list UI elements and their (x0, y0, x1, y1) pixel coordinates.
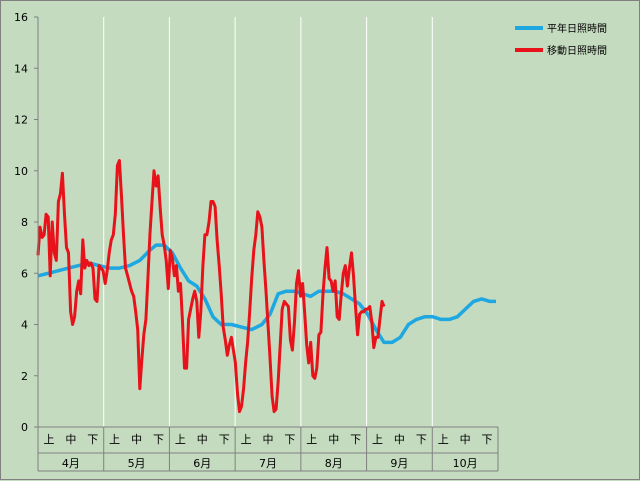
dekad-label: 上 (109, 433, 120, 446)
dekad-label: 上 (306, 433, 317, 446)
month-label: 10月 (453, 457, 478, 470)
dekad-label: 上 (438, 433, 449, 446)
month-label: 4月 (62, 457, 80, 470)
y-tick-label: 0 (21, 421, 28, 434)
dekad-label: 中 (394, 433, 405, 446)
dekad-label: 中 (65, 433, 76, 446)
dekad-label: 上 (175, 433, 186, 446)
series-line-2 (36, 159, 386, 414)
dekad-label: 下 (416, 433, 427, 446)
dekad-label: 中 (197, 433, 208, 446)
dekad-label: 中 (131, 433, 142, 446)
dekad-label: 下 (219, 433, 230, 446)
plot-area (38, 17, 498, 427)
legend-label-2: 移動日照時間 (547, 44, 607, 57)
y-tick-label: 2 (21, 370, 28, 383)
dekad-label: 下 (482, 433, 493, 446)
dekad-label: 下 (153, 433, 164, 446)
legend-label-1: 平年日照時間 (547, 22, 607, 35)
dekad-label: 中 (328, 433, 339, 446)
month-label: 6月 (193, 457, 211, 470)
y-tick-label: 4 (21, 319, 28, 332)
y-tick-label: 6 (21, 267, 28, 280)
month-label: 8月 (325, 457, 343, 470)
y-tick-label: 16 (14, 11, 28, 24)
dekad-label: 中 (263, 433, 274, 446)
grid-layer (103, 17, 433, 427)
dekad-label: 下 (350, 433, 361, 446)
dekad-label: 上 (43, 433, 54, 446)
dekad-label: 中 (460, 433, 471, 446)
dekad-label: 上 (372, 433, 383, 446)
month-label: 9月 (390, 457, 408, 470)
y-tick-label: 12 (14, 114, 28, 127)
axis-layer: 0246810121416上中下4月上中下5月上中下6月上中下7月上中下8月上中… (14, 11, 499, 472)
y-tick-label: 14 (14, 62, 28, 75)
series-line-1 (37, 243, 496, 345)
month-label: 7月 (259, 457, 277, 470)
y-tick-label: 8 (21, 216, 28, 229)
series-layer (36, 159, 496, 414)
dekad-label: 下 (284, 433, 295, 446)
dekad-label: 下 (87, 433, 98, 446)
dekad-label: 上 (241, 433, 252, 446)
month-label: 5月 (128, 457, 146, 470)
y-tick-label: 10 (14, 165, 28, 178)
